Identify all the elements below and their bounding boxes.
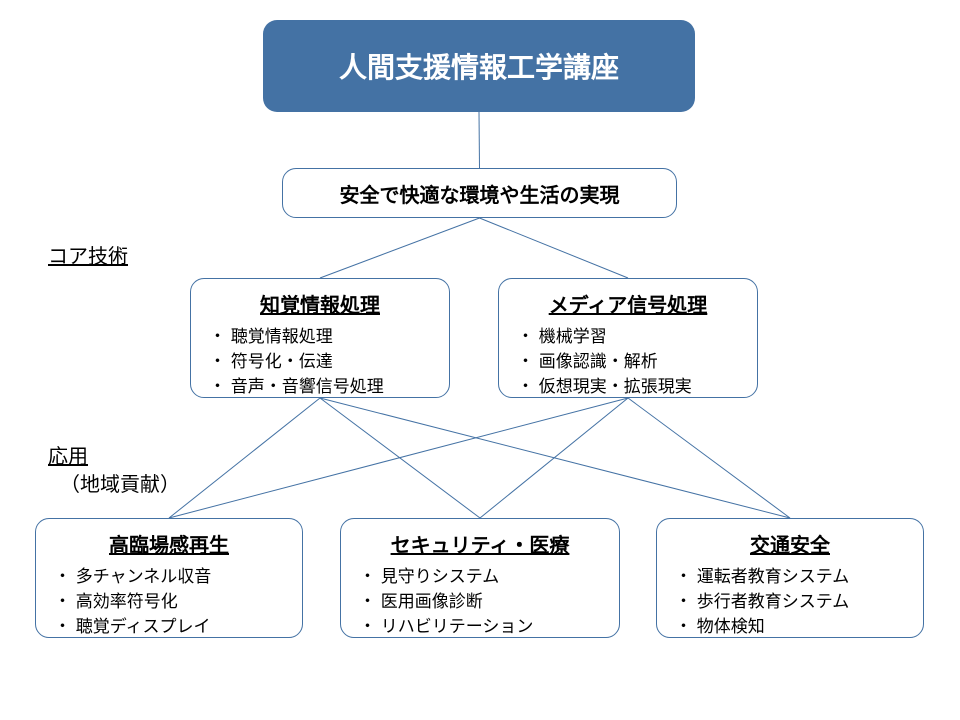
- goal-text: 安全で快適な環境や生活の実現: [340, 179, 620, 208]
- goal-box: 安全で快適な環境や生活の実現: [282, 168, 677, 218]
- section-label-app: 応用: [48, 440, 88, 469]
- list-item: 高効率符号化: [54, 587, 284, 612]
- edge: [169, 398, 628, 518]
- app-box-3: 交通安全 運転者教育システム 歩行者教育システム 物体検知: [656, 518, 924, 638]
- app-box-3-title: 交通安全: [675, 529, 905, 558]
- edge: [480, 398, 628, 518]
- section-label-core: コア技術: [48, 240, 128, 269]
- app-box-2-title: セキュリティ・医療: [359, 529, 601, 558]
- core-box-2: メディア信号処理 機械学習 画像認識・解析 仮想現実・拡張現実: [498, 278, 758, 398]
- list-item: 機械学習: [517, 322, 739, 347]
- edge: [628, 398, 790, 518]
- core-box-1-title: 知覚情報処理: [209, 289, 431, 318]
- list-item: 画像認識・解析: [517, 347, 739, 372]
- core-box-2-list: 機械学習 画像認識・解析 仮想現実・拡張現実: [517, 322, 739, 397]
- core-box-1: 知覚情報処理 聴覚情報処理 符号化・伝達 音声・音響信号処理: [190, 278, 450, 398]
- list-item: 多チャンネル収音: [54, 562, 284, 587]
- edge: [320, 218, 480, 278]
- list-item: 聴覚情報処理: [209, 322, 431, 347]
- app-box-3-list: 運転者教育システム 歩行者教育システム 物体検知: [675, 562, 905, 637]
- edge: [320, 398, 480, 518]
- app-box-1-title: 高臨場感再生: [54, 529, 284, 558]
- list-item: 運転者教育システム: [675, 562, 905, 587]
- list-item: 聴覚ディスプレイ: [54, 612, 284, 637]
- list-item: 物体検知: [675, 612, 905, 637]
- core-box-1-list: 聴覚情報処理 符号化・伝達 音声・音響信号処理: [209, 322, 431, 397]
- list-item: 仮想現実・拡張現実: [517, 372, 739, 397]
- list-item: 符号化・伝達: [209, 347, 431, 372]
- list-item: 見守りシステム: [359, 562, 601, 587]
- app-box-2-list: 見守りシステム 医用画像診断 リハビリテーション: [359, 562, 601, 637]
- list-item: リハビリテーション: [359, 612, 601, 637]
- app-box-1: 高臨場感再生 多チャンネル収音 高効率符号化 聴覚ディスプレイ: [35, 518, 303, 638]
- list-item: 歩行者教育システム: [675, 587, 905, 612]
- edge: [320, 398, 790, 518]
- edge: [480, 218, 629, 278]
- edge: [169, 398, 320, 518]
- title-box: 人間支援情報工学講座: [263, 20, 695, 112]
- core-box-2-title: メディア信号処理: [517, 289, 739, 318]
- list-item: 音声・音響信号処理: [209, 372, 431, 397]
- app-box-1-list: 多チャンネル収音 高効率符号化 聴覚ディスプレイ: [54, 562, 284, 637]
- list-item: 医用画像診断: [359, 587, 601, 612]
- section-label-app-sub: （地域貢献）: [60, 468, 180, 497]
- edge: [479, 112, 480, 168]
- app-box-2: セキュリティ・医療 見守りシステム 医用画像診断 リハビリテーション: [340, 518, 620, 638]
- title-text: 人間支援情報工学講座: [339, 46, 619, 86]
